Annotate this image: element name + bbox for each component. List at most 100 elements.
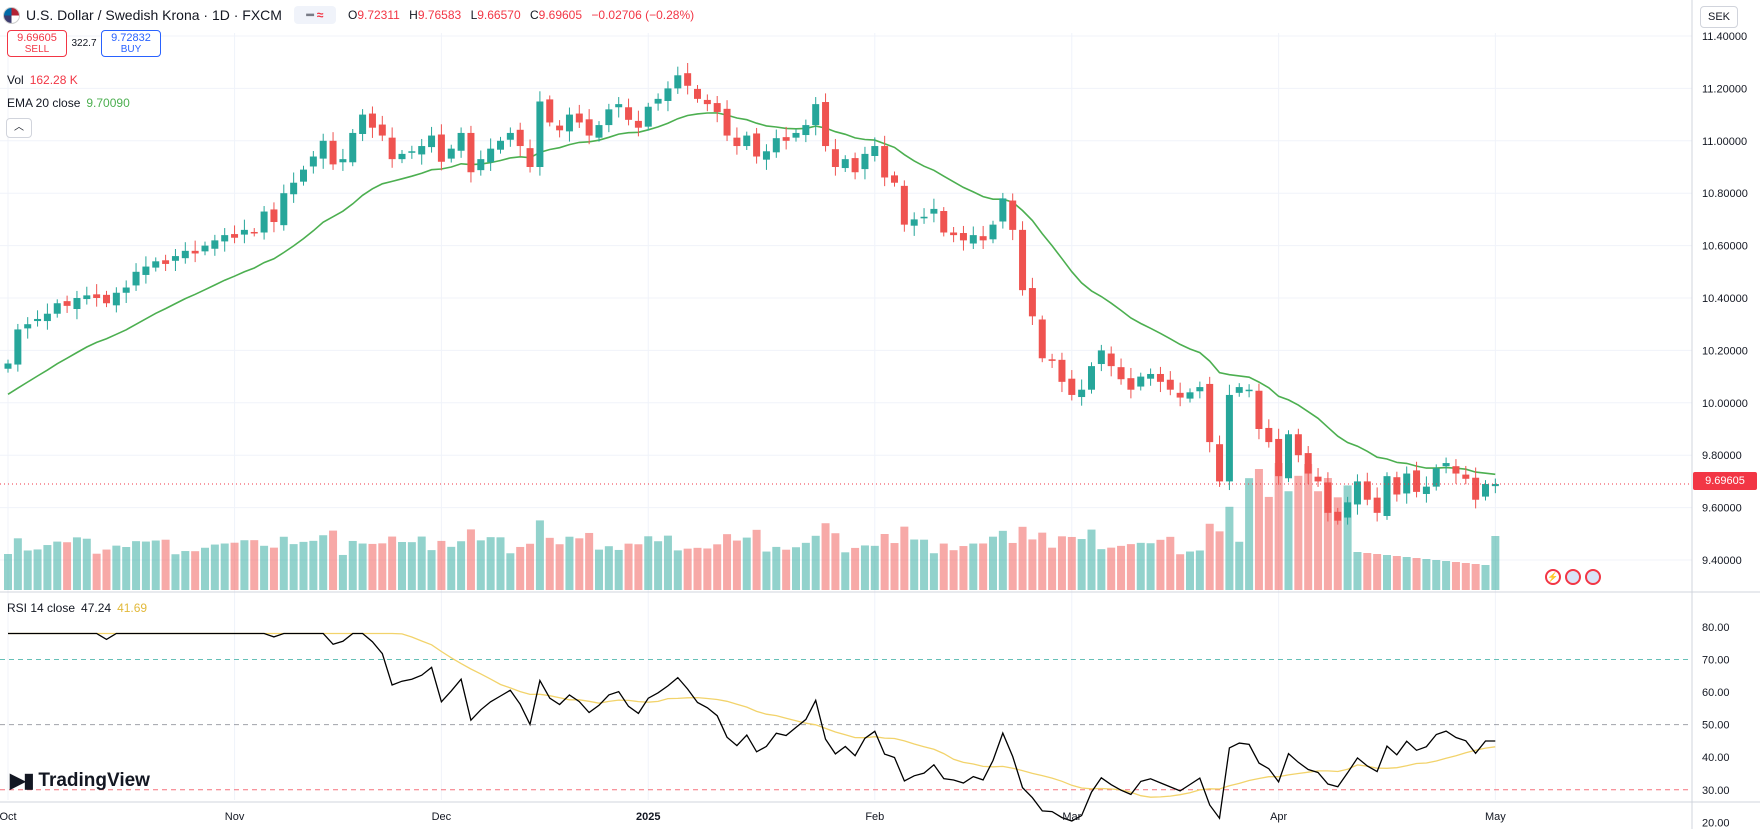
candle-body[interactable] <box>1166 379 1174 390</box>
candle-body[interactable] <box>290 182 298 195</box>
candle-body[interactable] <box>1235 387 1243 393</box>
candle-body[interactable] <box>142 266 150 275</box>
candle-body[interactable] <box>900 185 908 225</box>
candle-body[interactable] <box>1078 389 1086 398</box>
candle-body[interactable] <box>300 169 307 182</box>
candle-body[interactable] <box>132 271 140 286</box>
candle-body[interactable] <box>1442 463 1450 467</box>
candle-body[interactable] <box>1147 373 1155 379</box>
candle-body[interactable] <box>930 208 938 214</box>
candle-body[interactable] <box>733 137 741 147</box>
candle-body[interactable] <box>743 135 751 147</box>
candle-body[interactable] <box>1432 468 1440 487</box>
candle-body[interactable] <box>43 313 51 322</box>
candle-body[interactable] <box>1344 502 1352 518</box>
candle-body[interactable] <box>93 294 101 298</box>
candle-body[interactable] <box>516 129 524 147</box>
candle-body[interactable] <box>1088 366 1095 390</box>
candle-body[interactable] <box>250 231 258 234</box>
candle-body[interactable] <box>861 153 869 170</box>
candle-body[interactable] <box>644 106 652 127</box>
candle-body[interactable] <box>1482 484 1489 497</box>
candle-body[interactable] <box>1107 353 1115 367</box>
candle-body[interactable] <box>1383 476 1391 516</box>
candle-body[interactable] <box>152 261 160 268</box>
candle-body[interactable] <box>1363 481 1371 500</box>
candle-body[interactable] <box>1245 389 1253 392</box>
candle-body[interactable] <box>841 159 849 169</box>
candle-body[interactable] <box>112 292 120 306</box>
candle-body[interactable] <box>467 132 475 173</box>
candle-body[interactable] <box>1413 470 1421 492</box>
candle-body[interactable] <box>1255 390 1263 429</box>
candle-body[interactable] <box>1304 453 1312 474</box>
candle-body[interactable] <box>1058 359 1066 382</box>
candle-body[interactable] <box>260 211 268 233</box>
candle-body[interactable] <box>270 209 278 223</box>
candle-body[interactable] <box>1462 474 1470 479</box>
candle-body[interactable] <box>1314 476 1322 482</box>
candle-body[interactable] <box>319 140 327 159</box>
candle-body[interactable] <box>969 235 977 244</box>
candle-body[interactable] <box>181 250 189 259</box>
candle-body[interactable] <box>822 102 830 147</box>
candle-body[interactable] <box>812 104 820 126</box>
event-marker-icon[interactable]: ⚡ <box>1545 569 1561 585</box>
candle-body[interactable] <box>231 234 239 238</box>
candle-body[interactable] <box>664 88 672 101</box>
candle-body[interactable] <box>546 99 554 123</box>
candle-body[interactable] <box>1334 511 1342 521</box>
candle-body[interactable] <box>53 303 61 314</box>
indicators-toggle-button[interactable]: ━ ≈ <box>293 6 336 24</box>
candle-body[interactable] <box>1127 378 1135 390</box>
candle-body[interactable] <box>349 132 357 163</box>
candle-body[interactable] <box>418 146 426 155</box>
candle-body[interactable] <box>103 294 110 304</box>
candle-body[interactable] <box>171 256 179 261</box>
candle-body[interactable] <box>891 175 898 183</box>
candle-body[interactable] <box>1324 482 1332 513</box>
candle-body[interactable] <box>979 236 987 241</box>
candle-body[interactable] <box>1038 319 1046 359</box>
candle-body[interactable] <box>1117 367 1125 380</box>
candle-body[interactable] <box>359 114 367 134</box>
candle-body[interactable] <box>378 124 386 136</box>
ema-legend[interactable]: EMA 20 close 9.70090 <box>7 96 130 110</box>
candle-body[interactable] <box>851 158 859 173</box>
candle-body[interactable] <box>959 233 967 241</box>
candle-body[interactable] <box>1137 376 1145 387</box>
currency-label[interactable]: SEK <box>1700 6 1738 28</box>
candle-body[interactable] <box>1186 392 1194 399</box>
candle-body[interactable] <box>831 149 839 167</box>
candle-body[interactable] <box>1353 481 1361 505</box>
candle-body[interactable] <box>34 318 42 322</box>
candle-body[interactable] <box>694 88 701 99</box>
candle-body[interactable] <box>1472 477 1480 500</box>
candle-body[interactable] <box>940 211 948 233</box>
candle-body[interactable] <box>802 125 810 136</box>
candle-body[interactable] <box>398 153 406 160</box>
candle-body[interactable] <box>63 301 71 306</box>
candle-body[interactable] <box>24 324 32 329</box>
candle-body[interactable] <box>585 119 593 136</box>
candle-body[interactable] <box>221 235 229 242</box>
sell-button[interactable]: 9.69605 SELL <box>7 30 67 57</box>
candle-body[interactable] <box>989 224 997 240</box>
candle-body[interactable] <box>1048 359 1056 361</box>
candle-body[interactable] <box>162 260 170 264</box>
candle-body[interactable] <box>506 132 514 140</box>
candle-body[interactable] <box>1196 387 1204 392</box>
candle-body[interactable] <box>428 135 436 148</box>
candle-body[interactable] <box>477 159 485 171</box>
candle-body[interactable] <box>605 109 613 126</box>
candle-body[interactable] <box>211 240 219 249</box>
candle-body[interactable] <box>280 193 288 226</box>
candle-body[interactable] <box>1176 392 1184 398</box>
volume-legend[interactable]: Vol 162.28 K <box>7 73 78 87</box>
candle-body[interactable] <box>1452 466 1460 474</box>
buy-button[interactable]: 9.72832 BUY <box>101 30 161 57</box>
candle-body[interactable] <box>388 137 396 160</box>
candle-body[interactable] <box>565 114 573 132</box>
candle-body[interactable] <box>497 140 504 150</box>
candle-body[interactable] <box>4 363 12 369</box>
